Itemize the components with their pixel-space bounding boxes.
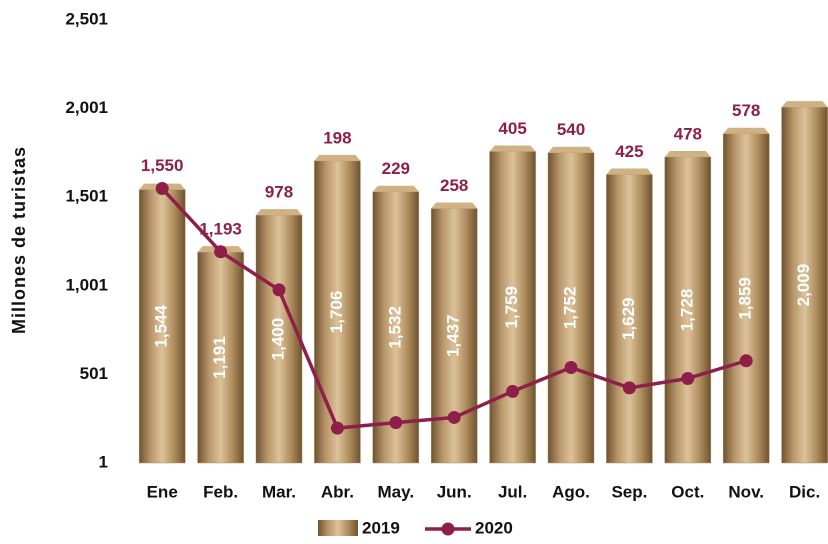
- bar: [606, 174, 653, 464]
- x-tick-label: Jun.: [437, 482, 472, 501]
- x-tick-label: Mar.: [262, 482, 296, 501]
- line-marker: [506, 384, 520, 398]
- bar-value-label: 1,544: [152, 304, 171, 347]
- line-value-label: 478: [674, 124, 702, 143]
- bar-cap: [314, 154, 361, 161]
- bar: [138, 189, 186, 464]
- line-value-label: 405: [498, 119, 526, 138]
- bar: [255, 214, 303, 464]
- y-tick-label: 2,501: [65, 9, 108, 28]
- x-tick-label: Dic.: [789, 482, 820, 501]
- bar-cap: [723, 127, 770, 134]
- bar-value-label: 1,759: [502, 286, 521, 329]
- bar-value-label: 1,191: [210, 336, 229, 379]
- legend-label: 2019: [362, 518, 400, 537]
- x-tick-label: May.: [378, 482, 415, 501]
- line-marker: [389, 416, 403, 430]
- bar-value-label: 1,532: [385, 306, 404, 349]
- line-value-label: 578: [732, 101, 760, 120]
- x-tick-label: Sep.: [611, 482, 647, 501]
- line-value-label: 1,193: [199, 219, 242, 238]
- line-marker: [739, 354, 753, 368]
- line-value-label: 229: [382, 159, 410, 178]
- line-marker: [622, 381, 636, 395]
- bar: [197, 251, 244, 464]
- line-marker: [330, 421, 344, 435]
- bar: [781, 106, 828, 464]
- bar-value-label: 2,009: [794, 264, 813, 307]
- legend-swatch: [441, 522, 455, 536]
- bar: [314, 160, 361, 464]
- y-tick-label: 1: [99, 452, 108, 471]
- y-tick-label: 1,001: [65, 275, 108, 294]
- bar: [664, 156, 712, 464]
- x-tick-label: Ago.: [552, 482, 590, 501]
- line-marker: [272, 283, 286, 297]
- bar: [489, 151, 536, 464]
- bar-value-label: 1,752: [560, 287, 579, 330]
- line-value-label: 540: [557, 120, 585, 139]
- line-value-label: 198: [323, 128, 351, 147]
- x-tick-label: Oct.: [671, 482, 704, 501]
- bar-value-label: 1,629: [619, 297, 638, 340]
- line-marker: [155, 182, 169, 196]
- bar-cap: [489, 145, 536, 152]
- x-tick-label: Nov.: [728, 482, 764, 501]
- bar-cap: [664, 150, 711, 157]
- line-marker: [681, 371, 695, 385]
- bar-value-label: 1,859: [736, 277, 755, 320]
- bar-cap: [606, 168, 653, 175]
- bar-value-label: 1,437: [444, 314, 463, 357]
- x-tick-label: Abr.: [321, 482, 354, 501]
- bar-cap: [372, 185, 419, 192]
- y-axis-label: Millones de turistas: [9, 146, 29, 334]
- bar-cap: [431, 202, 478, 209]
- y-tick-label: 2,001: [65, 98, 108, 117]
- line-value-label: 978: [265, 183, 293, 202]
- bar-value-label: 1,728: [677, 289, 696, 332]
- line-marker: [214, 245, 228, 259]
- x-tick-label: Jul.: [498, 482, 527, 501]
- y-tick-label: 501: [80, 364, 108, 383]
- legend-label: 2020: [475, 518, 513, 537]
- line-marker: [447, 410, 461, 424]
- line-value-label: 258: [440, 176, 468, 195]
- bar-value-label: 1,706: [327, 291, 346, 334]
- x-tick-label: Feb.: [203, 482, 238, 501]
- bar-cap: [256, 209, 302, 216]
- bar-cap: [781, 101, 828, 108]
- x-tick-label: Ene: [147, 482, 178, 501]
- line-value-label: 425: [615, 142, 643, 161]
- bar: [547, 152, 595, 464]
- bar-cap: [548, 146, 594, 153]
- legend-swatch: [318, 520, 358, 536]
- line-marker: [564, 360, 578, 374]
- bar-value-label: 1,400: [268, 318, 287, 361]
- y-tick-label: 1,501: [65, 187, 108, 206]
- line-value-label: 1,550: [141, 156, 184, 175]
